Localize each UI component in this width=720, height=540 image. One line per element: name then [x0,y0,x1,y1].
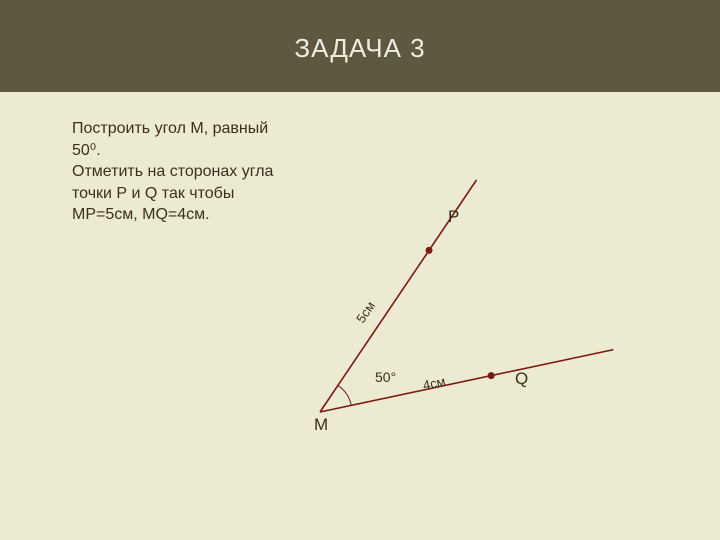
angle-arc [338,385,351,405]
label-angle-50: 50° [375,369,396,385]
label-q: Q [515,369,528,388]
body-area: Построить угол M, равный 50⁰.Отметить на… [0,92,720,540]
problem-text: Построить угол M, равный 50⁰.Отметить на… [72,118,282,226]
header-bar: ЗАДАЧА 3 [0,0,720,92]
point-p [426,247,433,254]
ray-mq [320,350,613,412]
slide: ЗАДАЧА 3 Построить угол M, равный 50⁰.От… [0,0,720,540]
angle-diagram: M P Q 5см 4см 50° [300,112,670,442]
slide-title: ЗАДАЧА 3 [294,33,425,63]
label-5cm: 5см [353,298,378,325]
label-p: P [448,207,459,226]
label-4cm: 4см [422,374,447,393]
label-m: M [314,415,328,434]
point-q [488,372,495,379]
